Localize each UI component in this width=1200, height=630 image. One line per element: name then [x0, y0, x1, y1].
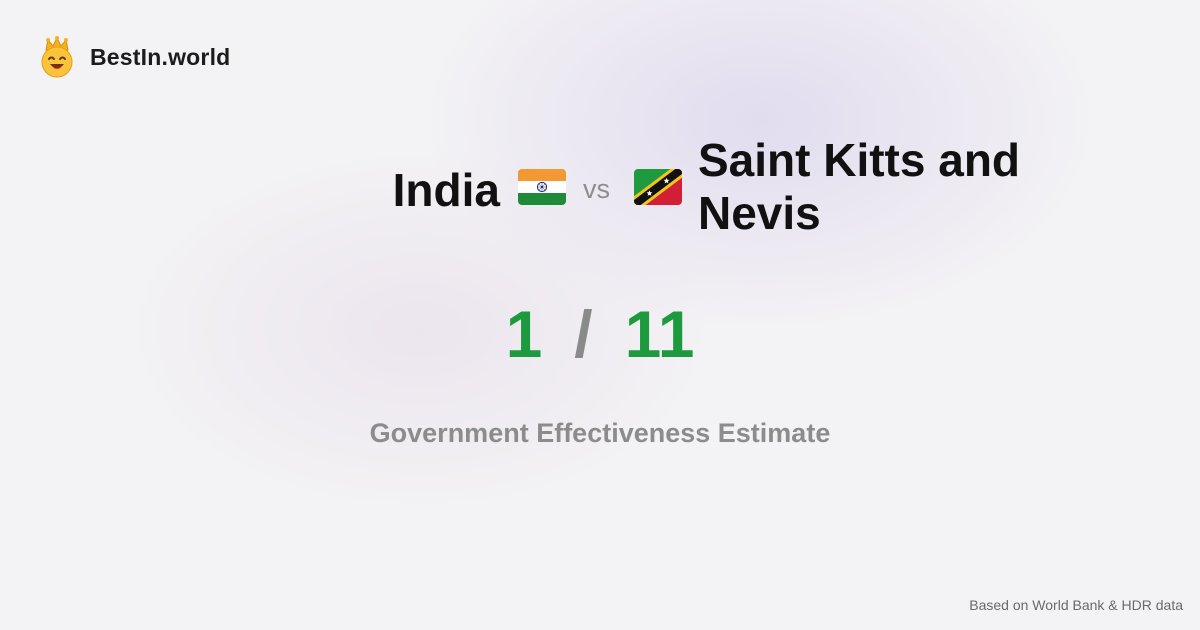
india-flag-icon [518, 169, 566, 205]
score-display: 1 / 11 [0, 296, 1200, 372]
vs-label: vs [583, 174, 610, 204]
crown-smiley-icon [41, 36, 73, 78]
score-b: 11 [624, 297, 695, 371]
score-separator: / [574, 297, 593, 371]
score-a: 1 [505, 297, 543, 371]
brand-name: BestIn.world [90, 43, 231, 70]
saint-kitts-and-nevis-flag-icon [634, 169, 682, 205]
country-a-name: India [392, 164, 500, 216]
metric-label: Government Effectiveness Estimate [369, 418, 831, 448]
data-source-note: Based on World Bank & HDR data [969, 597, 1183, 613]
country-b-name: Saint Kitts and Nevis [698, 134, 1021, 239]
brand-logo[interactable]: BestIn.world [38, 36, 230, 78]
